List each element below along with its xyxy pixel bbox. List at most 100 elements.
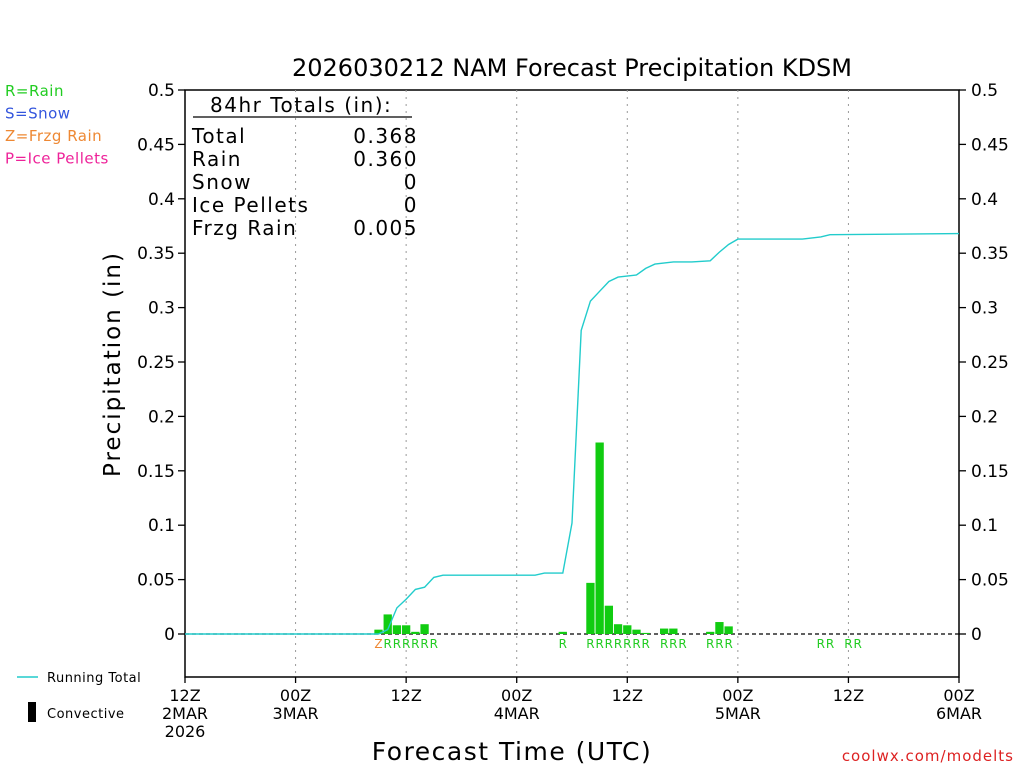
- type-legend-entry: R=Rain: [5, 82, 64, 100]
- precip-bar: [595, 442, 604, 634]
- precip-type-legend: R=Rain S=Snow Z=Frzg Rain P=Ice Pellets: [5, 82, 109, 168]
- totals-row-value: 0: [404, 193, 418, 217]
- bottom-legend: Running Total Convective: [17, 671, 141, 722]
- y-tick-label-right: 0.5: [971, 81, 998, 101]
- y-tick-label: 0.05: [137, 571, 175, 591]
- x-tick-label: 2026: [165, 722, 206, 741]
- x-tick-label: 00Z: [501, 686, 532, 705]
- y-tick-label-right: 0.3: [971, 299, 998, 319]
- type-code: R: [715, 637, 723, 651]
- type-code: R: [420, 637, 428, 651]
- running-total-legend-label: Running Total: [47, 671, 141, 686]
- type-code: R: [402, 637, 410, 651]
- precip-bar: [632, 629, 641, 634]
- x-tick-label: 12Z: [169, 686, 200, 705]
- type-code: R: [844, 637, 852, 651]
- precip-bar: [383, 614, 392, 634]
- x-tick-label: 00Z: [943, 686, 974, 705]
- totals-heading: 84hr Totals (in):: [210, 93, 392, 117]
- y-tick-label: 0.45: [137, 135, 175, 155]
- totals-row-label: Snow: [192, 170, 252, 194]
- totals-box: 84hr Totals (in): Total 0.368 Rain 0.360 Snow…: [191, 93, 418, 240]
- totals-row-label: Total: [191, 124, 246, 148]
- precip-bar: [613, 624, 623, 634]
- x-tick-label: 5MAR: [715, 704, 761, 723]
- y-tick-label-right: 0.15: [971, 462, 1009, 482]
- y-tick-label: 0.3: [148, 299, 175, 319]
- totals-row-label: Frzg Rain: [192, 216, 297, 240]
- precip-bars: [374, 442, 733, 634]
- precip-bar: [669, 628, 678, 634]
- x-tick-label: 4MAR: [494, 704, 540, 723]
- precip-bar: [558, 631, 567, 634]
- type-code: Z: [374, 637, 382, 651]
- totals-row-label: Rain: [192, 147, 242, 171]
- type-code: R: [586, 637, 594, 651]
- y-tick-label-right: 0.45: [971, 135, 1009, 155]
- y-tick-label-right: 0.1: [971, 516, 998, 536]
- y-axis-right: 0.5 0.45 0.4 0.35 0.3 0.25 0.2 0.15 0.1 0.05 0: [959, 81, 1009, 645]
- x-axis-label: Forecast Time (UTC): [372, 737, 652, 766]
- convective-legend-swatch: [28, 702, 36, 722]
- precip-bar: [715, 622, 724, 634]
- totals-row-value: 0.368: [353, 124, 418, 148]
- precip-bar: [392, 625, 402, 634]
- y-tick-label: 0.5: [148, 81, 175, 101]
- type-code: R: [595, 637, 603, 651]
- type-code: R: [817, 637, 825, 651]
- precip-bar: [420, 624, 429, 634]
- y-tick-label-right: 0: [971, 625, 982, 645]
- type-legend-entry: S=Snow: [5, 105, 71, 123]
- x-tick-label: 12Z: [833, 686, 864, 705]
- precip-bar: [586, 582, 595, 634]
- y-tick-label-right: 0.35: [971, 244, 1009, 264]
- type-code: R: [559, 637, 567, 651]
- y-axis-left: 0.5 0.45 0.4 0.35 0.3 0.25 0.2 0.15 0.1 0.05 0: [137, 81, 185, 645]
- type-code: R: [411, 637, 419, 651]
- type-code: R: [384, 637, 392, 651]
- type-code: R: [605, 637, 613, 651]
- type-code: R: [393, 637, 401, 651]
- precip-bar: [706, 631, 715, 634]
- convective-legend-label: Convective: [47, 707, 125, 722]
- totals-row-label: Ice Pellets: [192, 193, 309, 217]
- type-code: R: [614, 637, 622, 651]
- y-tick-label: 0.1: [148, 516, 175, 536]
- x-tick-label: 12Z: [390, 686, 421, 705]
- type-legend-entry: P=Ice Pellets: [5, 150, 109, 168]
- type-code: R: [660, 637, 668, 651]
- vertical-gridlines: [295, 90, 849, 677]
- precip-bar: [401, 625, 411, 634]
- y-tick-label: 0.4: [148, 190, 175, 210]
- precip-bar: [641, 632, 650, 634]
- precip-bar: [374, 629, 383, 634]
- totals-row-value: 0: [404, 170, 418, 194]
- totals-row-value: 0.005: [353, 216, 418, 240]
- y-tick-label: 0.15: [137, 462, 175, 482]
- type-code: R: [669, 637, 677, 651]
- totals-row-value: 0.360: [353, 147, 418, 171]
- type-code: R: [853, 637, 861, 651]
- credit-text: coolwx.com/modelts: [842, 747, 1014, 765]
- type-code: R: [642, 637, 650, 651]
- plot-frame: [184, 89, 960, 678]
- y-tick-label-right: 0.25: [971, 353, 1009, 373]
- precip-bar: [411, 631, 420, 634]
- x-tick-label: 00Z: [722, 686, 753, 705]
- precip-bar: [659, 628, 669, 634]
- precip-bar: [724, 626, 733, 634]
- y-tick-label: 0.2: [148, 407, 175, 427]
- x-tick-label: 2MAR: [162, 704, 208, 723]
- type-code: R: [632, 637, 640, 651]
- y-axis-label: Precipitation (in): [100, 251, 126, 477]
- type-code: R: [430, 637, 438, 651]
- x-tick-label: 6MAR: [936, 704, 982, 723]
- type-code: R: [826, 637, 834, 651]
- y-tick-label: 0: [164, 625, 175, 645]
- chart-title: 2026030212 NAM Forecast Precipitation KD…: [292, 54, 852, 82]
- x-tick-label: 00Z: [280, 686, 311, 705]
- running-total-polyline: [185, 232, 960, 635]
